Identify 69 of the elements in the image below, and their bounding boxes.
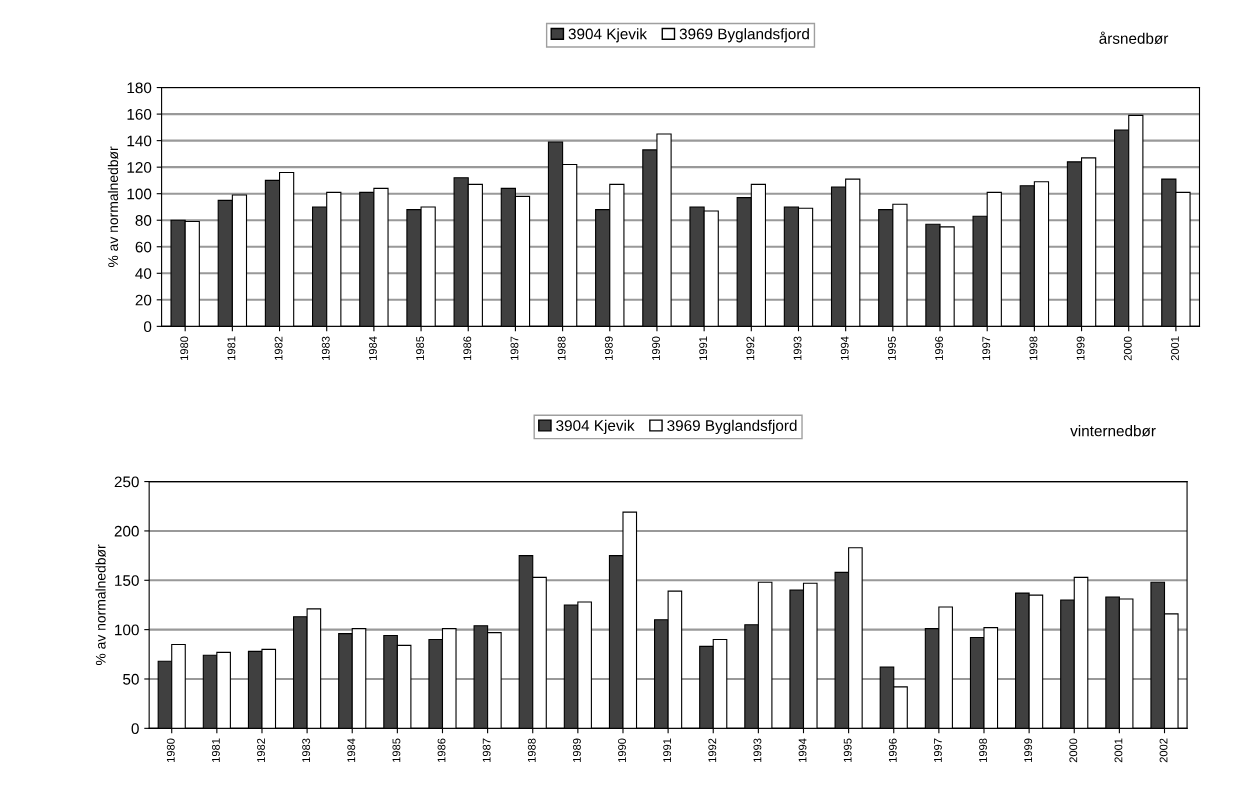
- y-tick-label: 120: [127, 162, 152, 173]
- x-tick-label: 1999: [1024, 738, 1033, 762]
- x-tick-label: 1996: [888, 738, 897, 762]
- y-tick-label: 80: [135, 215, 152, 226]
- y-tick-label: 160: [127, 108, 152, 120]
- x-tick-label: 1999: [1076, 336, 1085, 360]
- x-tick-label: 1998: [979, 738, 987, 762]
- y-tick-label: 140: [127, 135, 152, 147]
- x-tick-label: 1984: [347, 738, 356, 762]
- x-tick-label: 1981: [211, 738, 220, 762]
- x-tick-label: 1995: [843, 738, 852, 762]
- y-tick-label: 0: [131, 723, 139, 735]
- x-tick-label: 1995: [887, 336, 896, 360]
- x-tick-label: 1988: [527, 738, 536, 762]
- legend-label: 3904 Kjevik: [568, 28, 648, 43]
- y-axis-title: % av normalnedbør: [107, 146, 119, 268]
- x-tick-label: 1989: [572, 738, 581, 762]
- x-tick-label: 1985: [416, 336, 425, 360]
- y-axis-title: % av normalnedbør: [95, 544, 106, 666]
- y-tick-label: 0: [143, 321, 152, 333]
- x-tick-label: 1987: [510, 336, 519, 360]
- y-tick-label: 60: [135, 241, 152, 253]
- legend-label: 3969 Byglandsfjord: [679, 28, 809, 43]
- x-tick-label: 1982: [257, 738, 265, 762]
- x-tick-label: 1989: [604, 336, 613, 360]
- x-tick-label: 2002: [1159, 738, 1168, 763]
- x-tick-label: 1982: [274, 336, 283, 360]
- x-tick-label: 1981: [227, 336, 236, 360]
- x-tick-label: 1992: [708, 738, 717, 762]
- y-tick-label: 50: [123, 673, 139, 685]
- x-tick-label: 1992: [746, 336, 755, 360]
- x-tick-label: 1985: [392, 738, 401, 762]
- y-tick-label: 100: [115, 624, 139, 636]
- x-tick-label: 1987: [482, 738, 491, 762]
- chart-title: vinternedbør: [1070, 425, 1156, 437]
- x-tick-label: 1993: [793, 336, 802, 360]
- y-tick-label: 40: [135, 268, 152, 279]
- x-tick-label: 1986: [463, 336, 472, 360]
- x-tick-label: 2000: [1069, 738, 1078, 763]
- y-tick-label: 200: [114, 525, 139, 537]
- y-tick-label: 100: [127, 188, 152, 200]
- x-tick-label: 2001: [1114, 738, 1123, 763]
- legend-label: 3904 Kjevik: [556, 419, 635, 435]
- x-tick-label: 1990: [652, 336, 660, 360]
- x-tick-label: 1988: [557, 336, 566, 360]
- y-tick-label: 250: [114, 476, 139, 488]
- x-tick-label: 1990: [618, 738, 626, 762]
- x-tick-label: 2000: [1123, 336, 1132, 361]
- x-tick-label: 1991: [699, 336, 708, 360]
- legend-label: 3969 Byglandsfjord: [667, 419, 797, 435]
- y-tick-label: 180: [127, 82, 152, 94]
- x-tick-label: 1994: [840, 336, 849, 360]
- chart-title: årsnedbør: [1099, 31, 1169, 45]
- x-tick-label: 1980: [166, 738, 175, 762]
- x-tick-label: 1986: [437, 738, 446, 762]
- x-tick-label: 2001: [1171, 336, 1179, 361]
- x-tick-label: 1997: [982, 336, 991, 360]
- y-tick-label: 20: [135, 294, 152, 306]
- y-tick-label: 150: [115, 575, 139, 586]
- x-tick-label: 1998: [1029, 336, 1038, 360]
- x-tick-label: 1991: [663, 738, 672, 762]
- x-tick-label: 1983: [302, 738, 311, 762]
- x-tick-label: 1996: [935, 336, 943, 360]
- x-tick-label: 1994: [798, 738, 807, 762]
- x-tick-label: 1984: [369, 336, 377, 360]
- x-tick-label: 1997: [933, 738, 942, 762]
- x-tick-label: 1983: [321, 336, 330, 360]
- x-tick-label: 1980: [180, 336, 189, 360]
- x-tick-label: 1993: [753, 738, 762, 762]
